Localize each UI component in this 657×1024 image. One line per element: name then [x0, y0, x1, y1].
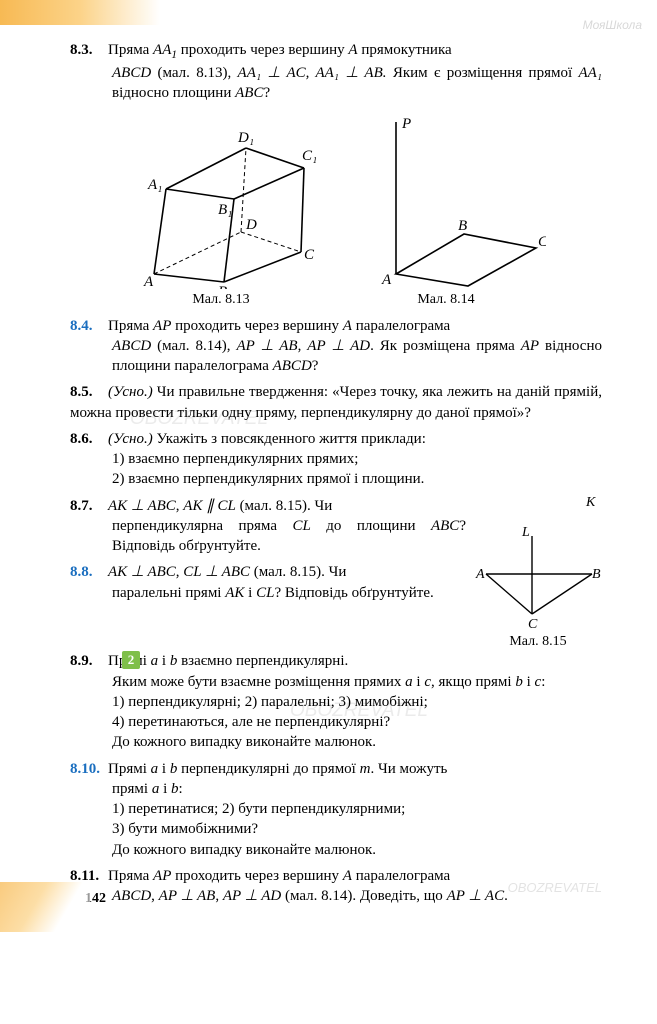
- problem-8-11: 8.11.Пряма AP проходить через вершину A …: [70, 866, 602, 907]
- label-A: A: [475, 567, 485, 582]
- page-content: 8.3.Пряма AA1 проходить через вершину A …: [0, 0, 657, 932]
- figure-8-15: K L A B C Мал. 8.15: [474, 496, 602, 652]
- list-item: 2) взаємно перпендикулярних прямої і пло…: [70, 469, 602, 489]
- problem-8-3: 8.3.Пряма AA1 проходить через вершину A …: [70, 40, 602, 104]
- label-D: D: [465, 288, 477, 289]
- text: ABC: [235, 85, 263, 101]
- text: відносно площини: [112, 85, 235, 101]
- text: (мал. 8.13),: [151, 65, 237, 81]
- problem-number: 8.3.: [70, 40, 108, 60]
- label-D: D: [245, 217, 257, 233]
- problem-number: 8.10.: [70, 759, 108, 779]
- level-badge: 2: [122, 651, 140, 669]
- text: прямокутника: [358, 42, 452, 58]
- label-A: A: [381, 272, 392, 288]
- problem-8-5: 8.5.(Усно.) Чи правильне твердження: «Че…: [70, 382, 602, 423]
- triangle-diagram: K L A B C: [474, 496, 602, 631]
- problem-number: 8.8.: [70, 562, 108, 582]
- list-item: 3) бути мимобіжними?: [70, 819, 602, 839]
- text: AA1: [153, 42, 177, 58]
- text: До кожного випадку виконайте малюнок.: [70, 840, 602, 860]
- problem-8-4: 8.4.Пряма AP проходить через вершину A п…: [70, 316, 602, 377]
- text: проходить через вершину: [177, 42, 348, 58]
- text: A: [348, 42, 357, 58]
- label-C: C: [538, 234, 546, 250]
- label-A1: A₁: [147, 177, 162, 193]
- figures-row: A B C D A₁ B₁ C₁ D₁ Мал. 8.13: [70, 114, 602, 310]
- problem-number: 8.7.: [70, 496, 108, 516]
- text: ?: [263, 85, 270, 101]
- problem-8-9: 8.9.Прямі a і b взаємно перпендикулярні.…: [70, 651, 602, 752]
- figure-caption: Мал. 8.13: [126, 291, 316, 310]
- label-B: B: [218, 284, 227, 289]
- list-item: 1) взаємно перпендикулярних прямих;: [70, 449, 602, 469]
- problem-8-10: 8.10.Прямі a і b перпендикулярні до прям…: [70, 759, 602, 860]
- problem-number: 8.5.: [70, 382, 108, 402]
- problem-number: 8.4.: [70, 316, 108, 336]
- problem-number: 8.6.: [70, 429, 108, 449]
- label-L: L: [521, 525, 530, 540]
- text: (Усно.): [108, 384, 153, 400]
- text: Яким є розміщення прямої: [387, 65, 579, 81]
- text: До кожного випадку виконайте малюнок.: [70, 732, 602, 752]
- text: AA₁ ⊥ AC, AA₁ ⊥ AB.: [238, 65, 387, 81]
- bottom-accent: [0, 882, 90, 932]
- label-P: P: [401, 116, 411, 132]
- text: AA₁: [578, 65, 602, 81]
- list-item: 1) перпендикулярні; 2) паралельні; 3) ми…: [70, 692, 602, 712]
- label-B: B: [592, 567, 601, 582]
- text: ABCD: [112, 65, 151, 81]
- figure-caption: Мал. 8.15: [474, 633, 602, 652]
- prism-diagram: A B C D A₁ B₁ C₁ D₁: [126, 114, 316, 289]
- figure-caption: Мал. 8.14: [346, 291, 546, 310]
- figure-8-14: P A B C D Мал. 8.14: [346, 114, 546, 310]
- label-K: K: [585, 496, 596, 510]
- text: Пряма AP проходить через вершину A парал…: [108, 318, 450, 334]
- label-D1: D₁: [237, 130, 254, 146]
- parallelogram-diagram: P A B C D: [346, 114, 546, 289]
- label-B: B: [458, 218, 467, 234]
- label-C: C: [304, 247, 315, 263]
- list-item: 1) перетинатися; 2) бути перпендикулярни…: [70, 799, 602, 819]
- text: Укажіть з повсякденного життя приклади:: [153, 431, 426, 447]
- label-B1: B₁: [218, 202, 232, 218]
- problem-8-6: 8.6.(Усно.) Укажіть з повсякденного житт…: [70, 429, 602, 490]
- problem-number: 8.9.: [70, 651, 108, 671]
- figure-8-13: A B C D A₁ B₁ C₁ D₁ Мал. 8.13: [126, 114, 316, 310]
- label-A: A: [143, 274, 154, 289]
- text: (Усно.): [108, 431, 153, 447]
- label-C: C: [528, 617, 538, 631]
- text: Пряма: [108, 42, 153, 58]
- problem-8-7: 8.7.AK ⊥ ABC, AK ∥ CL (мал. 8.15). Чи пе…: [70, 496, 472, 557]
- problem-8-8: 8.8.AK ⊥ ABC, CL ⊥ ABC (мал. 8.15). Чи п…: [70, 562, 472, 603]
- list-item: 4) перетинаються, але не перпендикулярні…: [70, 712, 602, 732]
- label-C1: C₁: [302, 148, 316, 164]
